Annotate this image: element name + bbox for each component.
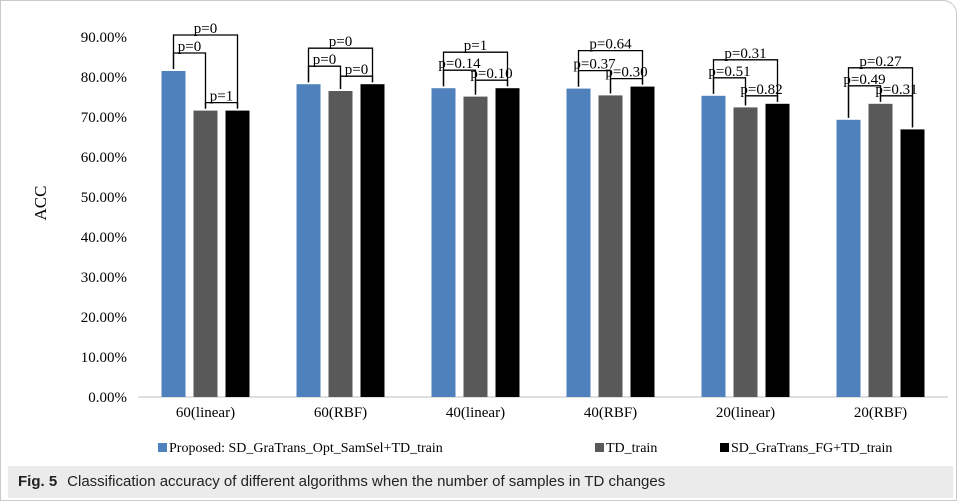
figure-label: Fig. 5 xyxy=(18,473,58,490)
p-value-label: p=0.51 xyxy=(708,64,750,80)
significance-bracket xyxy=(474,79,509,95)
y-tick-label: 80.00% xyxy=(81,70,127,86)
p-value-label: p=0.27 xyxy=(859,54,902,70)
figure-caption: Fig. 5 Classification accuracy of differe… xyxy=(8,466,953,498)
x-tick-label: 40(RBF) xyxy=(584,405,637,421)
significance-bracket xyxy=(609,77,644,94)
significance-bracket xyxy=(744,95,779,106)
p-value-label: p=0.31 xyxy=(875,82,917,98)
figure-caption-text: Classification accuracy of different alg… xyxy=(67,473,666,490)
p-value-label: p=0 xyxy=(345,62,368,78)
p-value-label: p=0.82 xyxy=(740,82,782,98)
p-value-label: p=0.14 xyxy=(438,56,481,72)
significance-bracket xyxy=(847,85,882,118)
significance-bracket xyxy=(339,75,374,89)
significance-bracket xyxy=(204,101,239,109)
bar xyxy=(431,88,456,397)
significance-bracket xyxy=(712,77,747,106)
bar-chart: 0.00% 10.00% 20.00% 30.00% 40.00% 50.00% 60.00… xyxy=(31,21,948,456)
bar xyxy=(193,110,218,397)
p-value-label: p=0.31 xyxy=(724,46,766,62)
bar xyxy=(495,88,520,397)
significance-bracket xyxy=(172,52,207,109)
p-value-label: p=0 xyxy=(313,52,336,68)
significance-bracket xyxy=(577,49,644,87)
legend-swatch xyxy=(720,443,729,452)
bar xyxy=(161,71,186,397)
bar xyxy=(733,107,758,398)
bar xyxy=(701,95,726,398)
legend-swatch xyxy=(595,443,604,452)
x-tick-label: 60(RBF) xyxy=(314,405,367,421)
y-tick-label: 10.00% xyxy=(81,350,127,366)
significance-bracket xyxy=(307,47,374,83)
y-axis-title: ACC xyxy=(31,186,50,221)
y-tick-label: 0.00% xyxy=(88,390,127,406)
p-value-label: p=0 xyxy=(178,39,201,55)
bar xyxy=(225,110,250,397)
x-tick-label: 40(linear) xyxy=(446,405,505,421)
legend-swatch xyxy=(158,443,167,452)
bar xyxy=(868,103,893,398)
bar xyxy=(463,96,488,397)
y-tick-label: 30.00% xyxy=(81,270,127,286)
p-value-label: p=0.49 xyxy=(843,72,885,88)
legend-label: Proposed: SD_GraTrans_Opt_SamSel+TD_trai… xyxy=(169,441,443,456)
y-tick-label: 40.00% xyxy=(81,230,127,246)
x-tick-label: 20(RBF) xyxy=(854,405,907,421)
bar xyxy=(296,84,321,397)
p-value-label: p=0 xyxy=(329,34,352,50)
bar xyxy=(566,88,591,397)
p-value-label: p=0.64 xyxy=(589,37,632,53)
significance-bracket xyxy=(172,34,239,109)
x-tick-label: 20(linear) xyxy=(716,405,775,421)
legend-label: SD_GraTrans_FG+TD_train xyxy=(731,441,892,456)
y-tick-label: 90.00% xyxy=(81,30,127,46)
y-tick-label: 50.00% xyxy=(81,190,127,206)
p-value-label: p=0.30 xyxy=(605,65,647,81)
bar xyxy=(598,95,623,398)
significance-bracket xyxy=(712,59,779,102)
y-tick-label: 20.00% xyxy=(81,310,127,326)
significance-bracket xyxy=(879,95,914,128)
bar xyxy=(360,84,385,397)
bar xyxy=(836,119,861,398)
legend-label: TD_train xyxy=(606,441,657,456)
p-value-label: p=0 xyxy=(194,21,217,37)
bar xyxy=(328,91,353,397)
x-tick-label: 60(linear) xyxy=(176,405,235,421)
p-value-label: p=0.37 xyxy=(573,57,616,73)
bar xyxy=(900,129,925,397)
p-value-label: p=0.10 xyxy=(470,66,512,82)
y-tick-label: 60.00% xyxy=(81,150,127,166)
bar xyxy=(765,103,790,398)
bar xyxy=(630,86,655,397)
y-tick-label: 70.00% xyxy=(81,110,127,126)
p-value-label: p=1 xyxy=(464,38,487,54)
significance-bracket xyxy=(442,51,509,87)
p-value-label: p=1 xyxy=(210,89,233,105)
